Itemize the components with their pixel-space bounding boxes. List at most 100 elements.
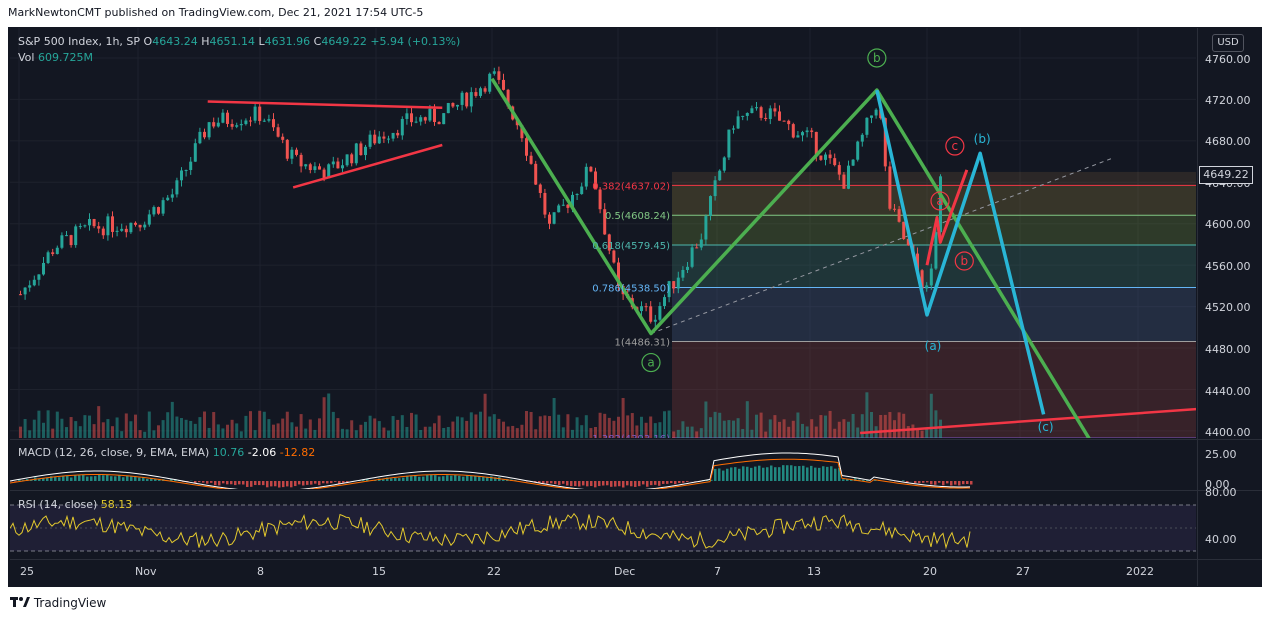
volume-bar [621, 397, 625, 438]
volume-bar [759, 412, 763, 438]
macd-hist-bar [722, 470, 725, 481]
volume-bar [626, 415, 630, 438]
candle [216, 122, 220, 127]
symbol-name[interactable]: S&P 500 Index, 1h, SP [18, 35, 141, 48]
volume-bar [147, 411, 151, 438]
macd-hist-bar [326, 481, 329, 484]
wave-label-circle [945, 136, 965, 156]
volume-bar [318, 418, 321, 438]
y-tick: 4560.00 [1205, 260, 1251, 273]
y-tick: 4400.00 [1205, 426, 1251, 439]
volume-legend[interactable]: Vol 609.725M [18, 51, 93, 64]
candle [561, 204, 565, 206]
volume-bar [428, 426, 432, 438]
macd-hist-bar [738, 468, 741, 481]
candle [640, 306, 643, 312]
candle [341, 165, 344, 169]
volume-bar [934, 410, 938, 438]
pane-divider[interactable] [10, 490, 1262, 491]
macd-hist-bar [642, 481, 645, 485]
macd-hist-bar [562, 481, 565, 484]
macd-hist-bar [566, 481, 569, 486]
volume-bar [474, 414, 478, 438]
volume-bar [750, 429, 754, 438]
candle [451, 103, 455, 107]
macd-hist-bar [610, 481, 613, 487]
candle [65, 235, 68, 237]
x-tick: 8 [257, 565, 264, 578]
volume-bar [387, 430, 390, 438]
volume-bar [502, 421, 505, 438]
volume-bar [69, 417, 73, 438]
volume-bar [212, 412, 216, 438]
macd-hist-bar [114, 476, 117, 481]
candle [134, 222, 137, 225]
candle [193, 143, 197, 162]
volume-bar [124, 413, 128, 438]
macd-hist-bar [394, 478, 397, 481]
low-value: 4631.96 [264, 35, 311, 48]
macd-hist-bar [818, 467, 821, 481]
macd-hist-bar [294, 481, 297, 487]
macd-pane[interactable] [10, 441, 1196, 489]
macd-hist-bar [218, 481, 221, 486]
macd-hist-bar [826, 466, 829, 481]
macd-hist-bar [854, 478, 857, 481]
volume-bar [525, 411, 528, 438]
macd-hist-bar [458, 475, 461, 481]
volume-bar [32, 419, 36, 438]
candle [847, 165, 850, 189]
candle [253, 106, 257, 121]
volume-bar [745, 401, 749, 438]
price-pane[interactable]: 0.382(4637.02) 0.5(4608.24) 0.618(4579.45)… [10, 28, 1196, 438]
volume-bar [258, 410, 262, 438]
macd-hist-bar [106, 474, 109, 481]
volume-bar [226, 424, 229, 438]
macd-hist-bar [230, 481, 233, 485]
macd-hist-bar [582, 481, 585, 486]
symbol-legend[interactable]: S&P 500 Index, 1h, SP O4643.24 H4651.14 … [18, 35, 461, 48]
y-tick: 4440.00 [1205, 385, 1251, 398]
candle [506, 89, 510, 107]
volume-bar [515, 428, 519, 438]
candle [722, 157, 726, 171]
volume-bar [313, 429, 317, 438]
candle [262, 120, 266, 122]
macd-hist-bar [94, 476, 97, 481]
candle [557, 205, 561, 213]
rsi-legend[interactable]: RSI (14, close) 58.13 [18, 498, 132, 511]
volume-bar [479, 411, 482, 438]
volume-bar [580, 425, 584, 438]
volume-bar [893, 420, 896, 438]
macd-legend[interactable]: MACD (12, 26, close, 9, EMA, EMA) 10.76 … [18, 446, 315, 459]
fib-label: 0.382(4637.02) [592, 181, 670, 192]
tradingview-logo[interactable]: TradingView [10, 596, 106, 610]
volume-bar [414, 414, 418, 438]
wave-label: c [952, 139, 959, 153]
candle [552, 212, 556, 224]
macd-hist-bar [538, 481, 541, 484]
volume-bar [722, 420, 726, 438]
x-tick: 2022 [1126, 565, 1154, 578]
candle [331, 161, 335, 165]
candle [46, 252, 50, 263]
volume-bar [612, 420, 616, 438]
candle [759, 107, 763, 118]
candle [354, 143, 358, 164]
currency-button[interactable]: USD [1212, 34, 1244, 52]
rsi-pane[interactable] [10, 492, 1196, 558]
macd-hist-bar [402, 477, 405, 481]
pane-divider[interactable] [10, 439, 1262, 440]
candle [584, 166, 588, 187]
macd-hist-bar [206, 481, 209, 484]
volume-bar [906, 426, 910, 438]
fib-zone [672, 185, 1196, 216]
candle [474, 92, 478, 96]
volume-bar [373, 418, 377, 438]
macd-label[interactable]: MACD (12, 26, close, 9, EMA, EMA) [18, 446, 210, 459]
volume-bar [929, 393, 933, 438]
macd-hist-bar [374, 480, 377, 481]
volume-bar [350, 420, 354, 438]
volume-bar [359, 424, 363, 438]
rsi-label[interactable]: RSI (14, close) [18, 498, 98, 511]
